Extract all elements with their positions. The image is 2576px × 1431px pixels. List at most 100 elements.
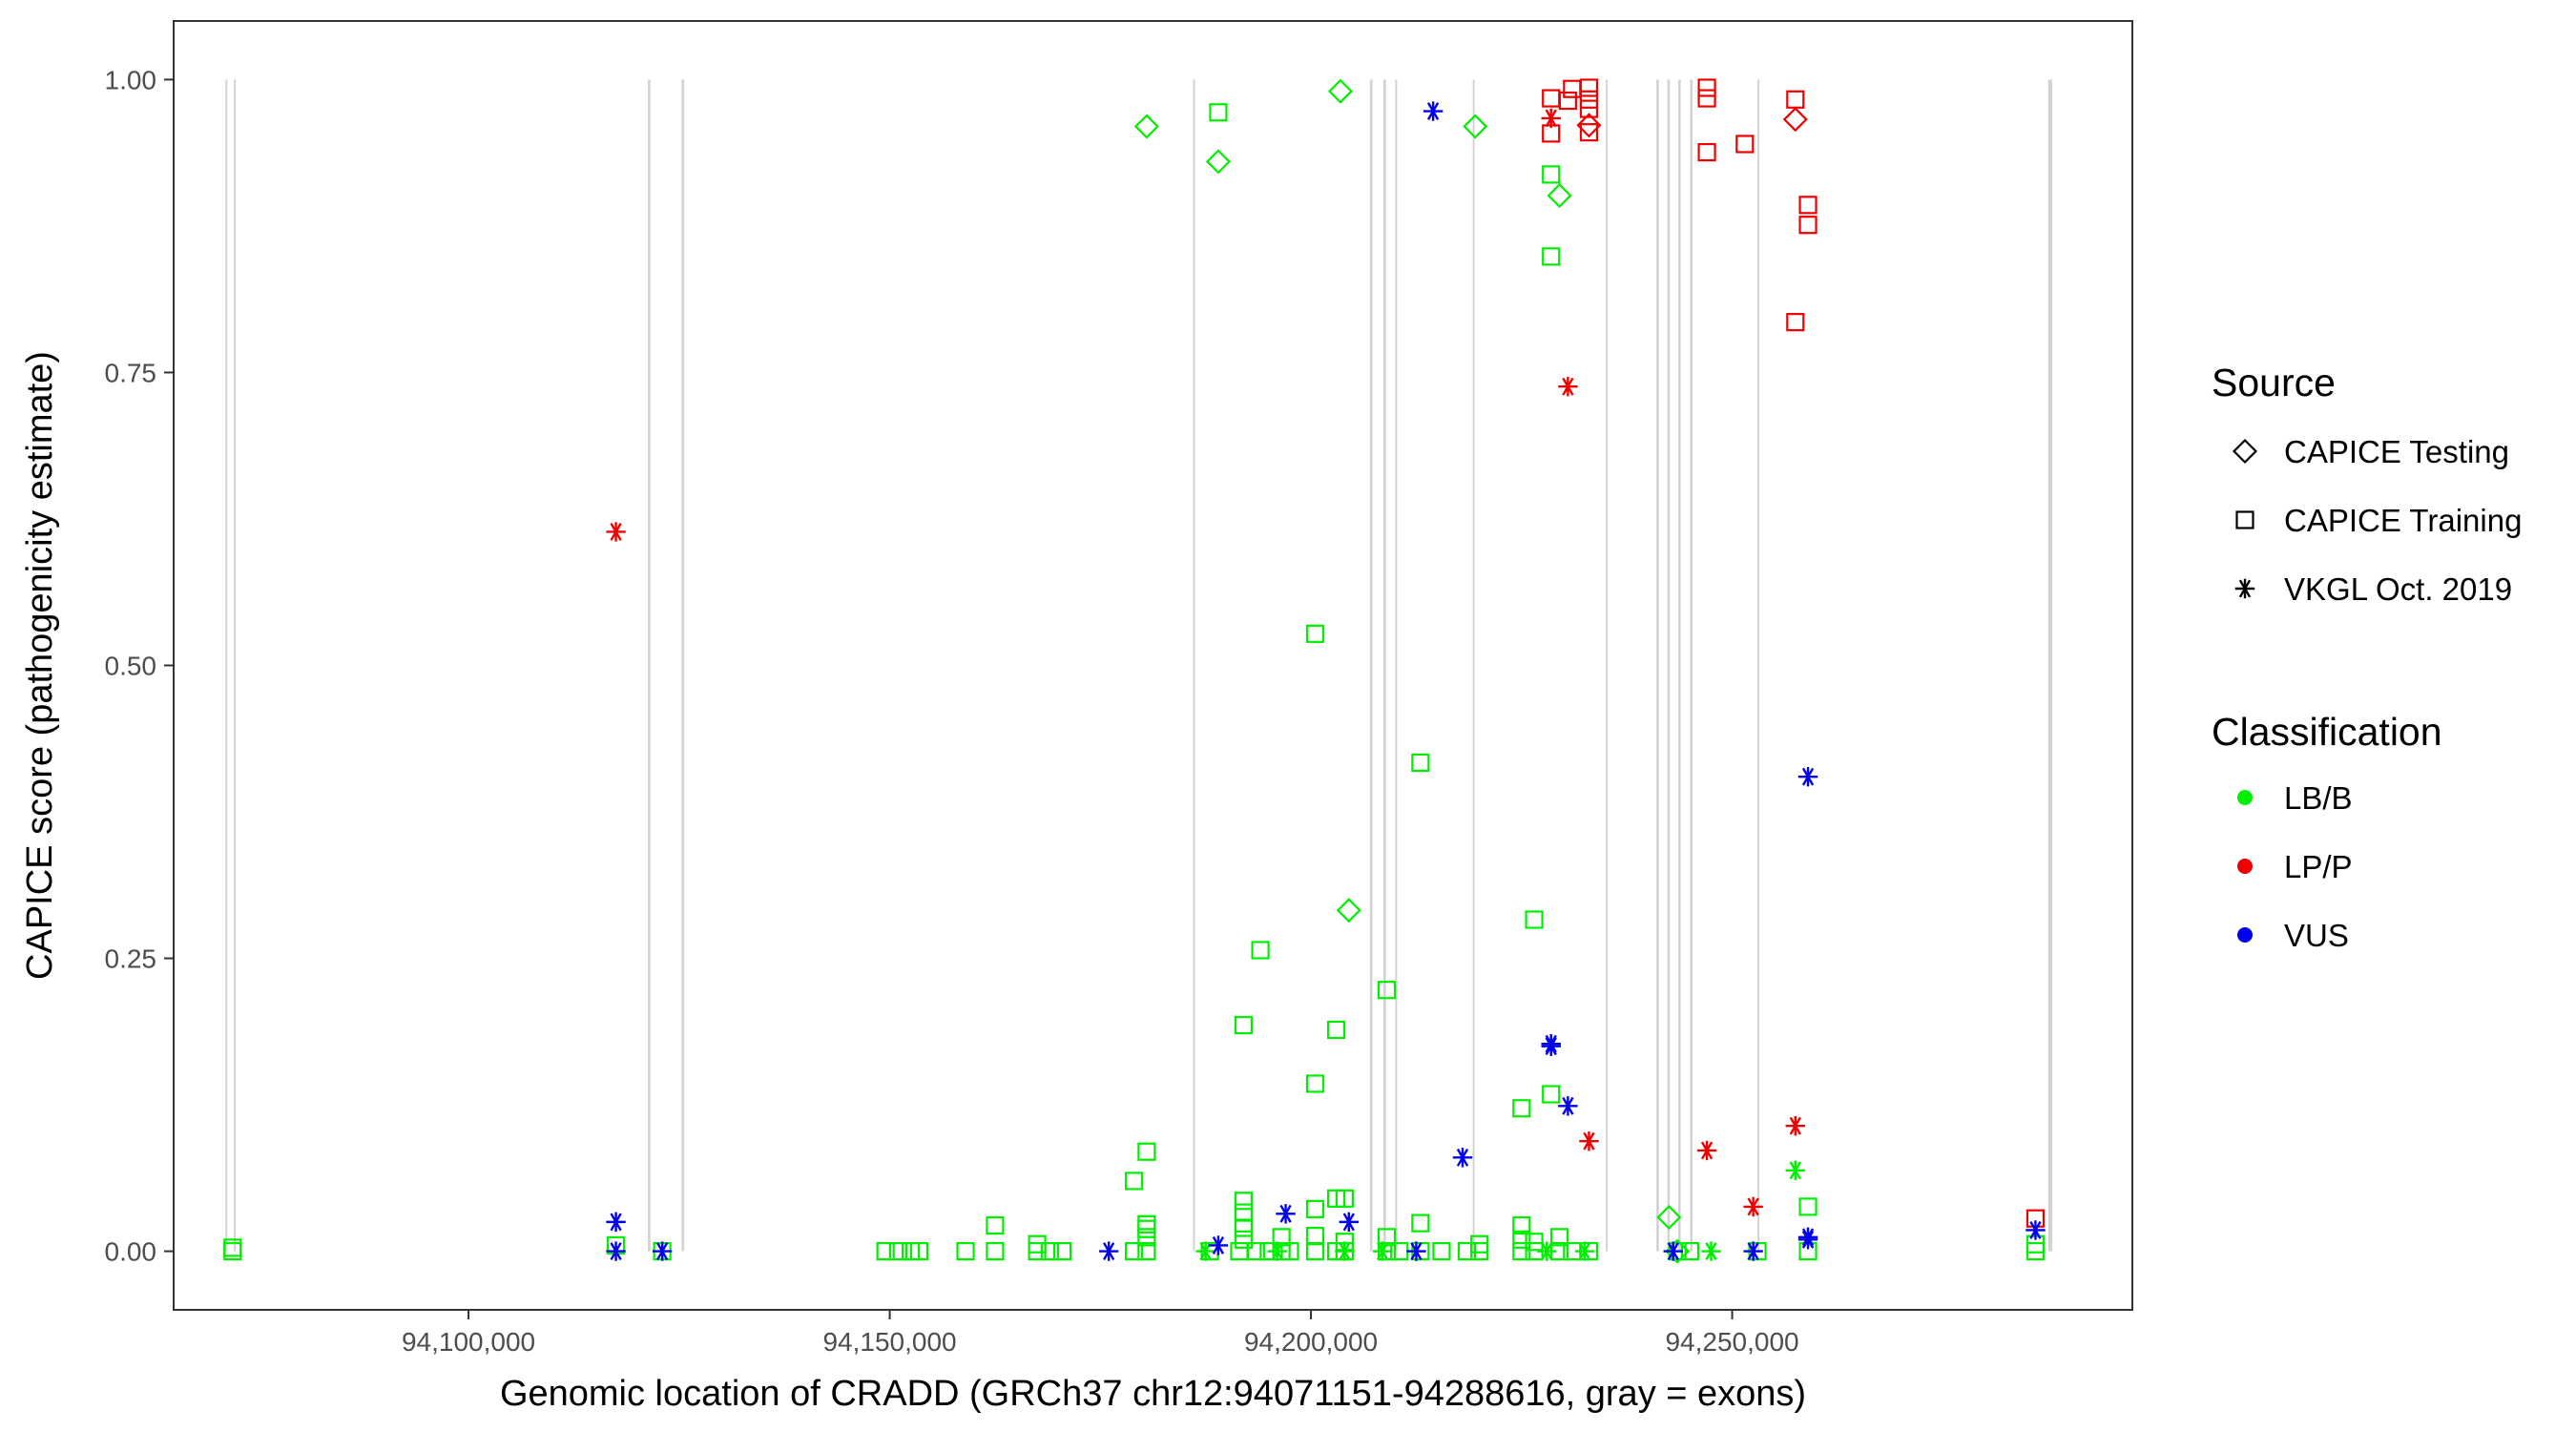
data-point-asterisk	[1743, 1196, 1763, 1217]
exon-line	[1606, 79, 1609, 1252]
y-tick-label: 0.25	[105, 944, 157, 974]
data-point-asterisk	[1558, 1096, 1578, 1116]
data-point-diamond	[1576, 113, 1602, 138]
x-tick-label: 94,250,000	[1665, 1327, 1798, 1357]
data-point-square	[1411, 1213, 1430, 1233]
data-point-square	[1542, 247, 1561, 266]
data-point-asterisk	[606, 1241, 626, 1261]
data-point-square	[1549, 1228, 1569, 1247]
data-point-square	[1798, 216, 1818, 235]
exon-line	[1472, 79, 1475, 1252]
data-point-square	[1234, 1230, 1254, 1249]
data-point-square	[1786, 313, 1805, 332]
data-point-square	[1251, 941, 1270, 960]
x-tick-label: 94,100,000	[402, 1327, 535, 1357]
data-point-asterisk	[606, 1212, 626, 1233]
data-point-square	[1457, 1241, 1477, 1261]
x-axis-title: Genomic location of CRADD (GRCh37 chr12:…	[500, 1374, 1806, 1414]
exon-line	[2047, 79, 2053, 1252]
data-point-square	[1525, 1233, 1544, 1252]
data-point-square	[888, 1241, 907, 1261]
data-point-square	[1040, 1241, 1059, 1261]
legend-diamond-icon	[2232, 438, 2258, 465]
x-tick-label: 94,200,000	[1244, 1327, 1378, 1357]
exon-line	[1667, 79, 1671, 1252]
legend-asterisk-icon	[2234, 578, 2255, 599]
exon-line	[1395, 79, 1398, 1252]
exon-line	[1369, 79, 1373, 1252]
data-point-square	[1234, 1015, 1254, 1035]
data-point-square	[1305, 1074, 1325, 1093]
legend-class-label: LB/B	[2284, 780, 2353, 816]
data-point-asterisk	[652, 1241, 673, 1261]
data-point-square	[1697, 78, 1716, 97]
data-point-asterisk	[1574, 1241, 1595, 1261]
data-point-square	[1558, 91, 1577, 111]
data-point-square	[1305, 1199, 1325, 1218]
data-point-asterisk	[1579, 1130, 1599, 1151]
x-tick-label: 94,150,000	[822, 1327, 956, 1357]
data-point-asterisk	[1701, 1241, 1721, 1261]
data-point-square	[1335, 1189, 1354, 1208]
data-point-square	[1234, 1192, 1254, 1211]
data-point-square	[1798, 1197, 1818, 1216]
y-tick-label: 1.00	[105, 65, 157, 94]
data-point-diamond	[1656, 1204, 1682, 1231]
data-point-square	[2025, 1241, 2046, 1261]
data-point-square	[1209, 103, 1228, 122]
data-point-square	[1512, 1099, 1531, 1118]
data-point-square	[1579, 90, 1599, 109]
legend-class-title: Classification	[2212, 710, 2442, 754]
data-point-square	[1125, 1172, 1144, 1191]
data-point-square	[1512, 1241, 1531, 1261]
data-point-square	[1512, 1215, 1531, 1235]
legend-source-label: VKGL Oct. 2019	[2284, 571, 2512, 607]
data-point-square	[1247, 1241, 1266, 1261]
data-point-square	[956, 1241, 975, 1261]
data-point-asterisk	[1541, 1036, 1561, 1056]
legend-source-title: Source	[2212, 361, 2336, 404]
data-point-asterisk	[1785, 1115, 1805, 1136]
data-point-asterisk	[1406, 1241, 1426, 1261]
data-point-square	[986, 1241, 1005, 1261]
legend-square-icon	[2235, 510, 2254, 529]
data-point-diamond	[1336, 898, 1361, 923]
data-point-asterisk	[2025, 1220, 2046, 1240]
data-point-square	[1697, 142, 1716, 162]
exon-line	[681, 79, 685, 1252]
data-point-square	[1305, 1227, 1325, 1246]
data-point-square	[1579, 99, 1599, 118]
data-point-asterisk	[1195, 1241, 1215, 1261]
data-point-square	[1028, 1234, 1047, 1254]
data-point-asterisk	[1335, 1241, 1355, 1261]
data-point-square	[1326, 1020, 1346, 1040]
data-point-square	[1470, 1241, 1489, 1261]
exon-lines	[225, 79, 2053, 1252]
legend-color-dot	[2237, 927, 2253, 943]
data-point-square	[1697, 89, 1716, 108]
data-point-asterisk	[1558, 376, 1578, 397]
exon-line	[225, 79, 228, 1252]
data-point-diamond	[1782, 107, 1808, 133]
data-point-asterisk	[1372, 1241, 1393, 1261]
data-point-asterisk	[1797, 1230, 1818, 1250]
legend-color-dot	[2237, 790, 2253, 805]
y-tick-label: 0.75	[105, 358, 157, 387]
data-point-asterisk	[1267, 1241, 1287, 1261]
exon-line	[648, 79, 651, 1252]
data-point-diamond	[1547, 182, 1572, 209]
data-point-square	[1432, 1241, 1451, 1261]
data-point-square	[1512, 1230, 1531, 1249]
data-point-square	[1411, 753, 1430, 773]
data-point-asterisk	[1452, 1148, 1473, 1168]
data-point-asterisk	[1276, 1204, 1296, 1224]
data-point-asterisk	[1797, 766, 1818, 787]
data-point-square	[1525, 910, 1544, 929]
data-point-square	[1542, 165, 1561, 184]
data-point-asterisk	[1537, 1241, 1557, 1261]
data-point-square	[1798, 196, 1818, 215]
data-point-square	[1052, 1241, 1072, 1261]
data-point-diamond	[1133, 114, 1159, 139]
data-point-square	[1377, 981, 1397, 1000]
